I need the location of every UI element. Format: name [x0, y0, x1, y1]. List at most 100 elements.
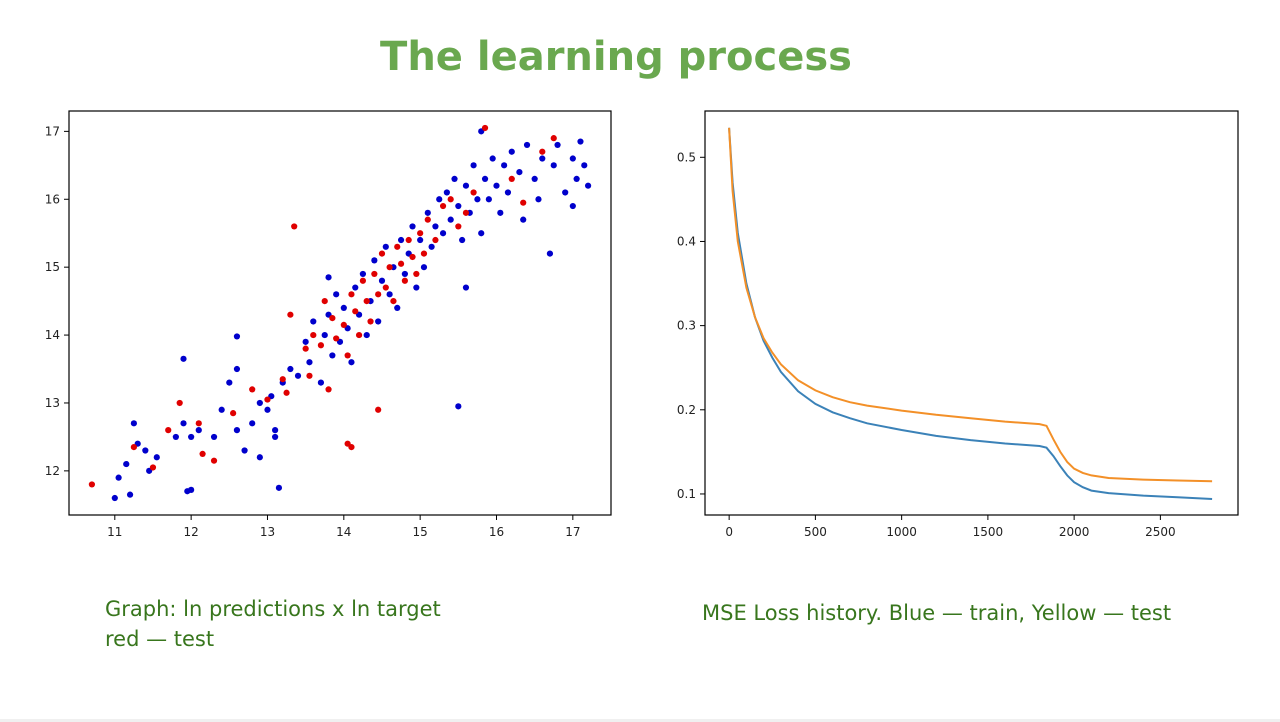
- train-point: [172, 433, 179, 441]
- test-point: [340, 321, 347, 328]
- train-point: [584, 182, 592, 189]
- test-point: [344, 352, 351, 359]
- train-point: [436, 196, 443, 203]
- train-point: [546, 250, 554, 257]
- train-point: [363, 331, 370, 339]
- caption-left: Graph: ln predictions x ln target red — …: [105, 594, 625, 654]
- y-tick-label: 0.4: [677, 234, 696, 248]
- train-point: [581, 162, 588, 169]
- train-point: [317, 379, 325, 386]
- train-point: [226, 379, 233, 386]
- train-point: [569, 202, 576, 210]
- train-point: [275, 484, 283, 491]
- test-point: [306, 372, 313, 379]
- train-point: [470, 162, 477, 169]
- test-point: [397, 260, 405, 267]
- test-point: [420, 250, 428, 257]
- loss-chart: 0 500 1000 1500 2000 2500 0.1 0.2 0.3 0.4 0.5: [677, 110, 1239, 539]
- train-point: [352, 284, 359, 291]
- test-point: [394, 243, 401, 250]
- test-point: [481, 124, 489, 132]
- test-point: [321, 298, 328, 305]
- test-point: [302, 345, 309, 352]
- train-point: [371, 257, 378, 264]
- test-point: [470, 189, 477, 196]
- train-point: [340, 304, 347, 312]
- test-point: [149, 464, 157, 471]
- train-point: [233, 427, 241, 434]
- train-point: [329, 352, 336, 359]
- test-point: [310, 331, 317, 339]
- x-tick-label: 14: [336, 525, 351, 539]
- train-point: [455, 403, 462, 410]
- x-tick-label: 13: [260, 525, 275, 539]
- test-point: [199, 450, 206, 457]
- train-point: [249, 420, 256, 427]
- x-tick-label: 17: [565, 525, 580, 539]
- test-point: [371, 270, 378, 278]
- train-point: [233, 333, 241, 340]
- bottom-divider: [0, 719, 1280, 722]
- train-point: [497, 209, 504, 216]
- train-point: [195, 427, 202, 434]
- train-point: [375, 318, 382, 325]
- train-point: [397, 236, 405, 244]
- x-tick-label: 2500: [1145, 525, 1176, 539]
- test-point: [378, 250, 386, 257]
- train-point: [485, 196, 492, 203]
- test-point: [375, 291, 382, 298]
- test-point: [325, 386, 332, 393]
- test-point: [405, 236, 412, 244]
- test-point: [386, 264, 393, 271]
- x-tick-label: 0: [725, 525, 733, 539]
- train-point: [401, 270, 408, 278]
- train-point: [493, 182, 500, 189]
- train-point: [413, 284, 420, 291]
- y-tick-label: 12: [45, 464, 60, 478]
- train-point: [233, 365, 241, 373]
- test-point: [291, 223, 298, 230]
- train-point: [348, 359, 355, 366]
- train-point: [520, 216, 527, 223]
- train-point: [126, 491, 134, 498]
- test-point: [382, 284, 389, 291]
- test-point: [165, 427, 172, 434]
- plot-frame: [68, 110, 612, 516]
- train-point: [123, 460, 130, 468]
- x-tick-label: 2000: [1059, 525, 1090, 539]
- test-point: [401, 277, 408, 284]
- test-point: [195, 420, 202, 427]
- train-point: [447, 216, 454, 223]
- train-point: [310, 318, 317, 325]
- test-point: [359, 277, 367, 284]
- train-point: [577, 138, 584, 145]
- train-point: [333, 291, 340, 298]
- test-point: [390, 298, 397, 305]
- train-point: [531, 175, 538, 182]
- train-point: [501, 162, 508, 169]
- test-point: [462, 209, 470, 216]
- train-point: [443, 189, 450, 196]
- y-tick-label: 0.1: [677, 487, 696, 501]
- test-point: [409, 253, 416, 261]
- train-point: [535, 196, 542, 203]
- train-point: [439, 230, 447, 237]
- test-point: [348, 291, 355, 298]
- y-tick-label: 13: [45, 396, 60, 410]
- train-point: [180, 355, 187, 362]
- train-point: [325, 274, 332, 281]
- train-point: [504, 189, 512, 196]
- train-point: [451, 175, 458, 182]
- train-point: [130, 420, 137, 427]
- test-point: [363, 298, 370, 305]
- train-point: [241, 447, 248, 454]
- train-point: [523, 141, 531, 149]
- test-point: [508, 175, 515, 182]
- test-point: [455, 223, 462, 230]
- train-point: [516, 169, 523, 176]
- train-point: [115, 474, 122, 481]
- train-point: [478, 230, 485, 237]
- test-point: [329, 314, 336, 322]
- train-point: [321, 331, 328, 339]
- caption-left-line2: red — test: [105, 627, 215, 651]
